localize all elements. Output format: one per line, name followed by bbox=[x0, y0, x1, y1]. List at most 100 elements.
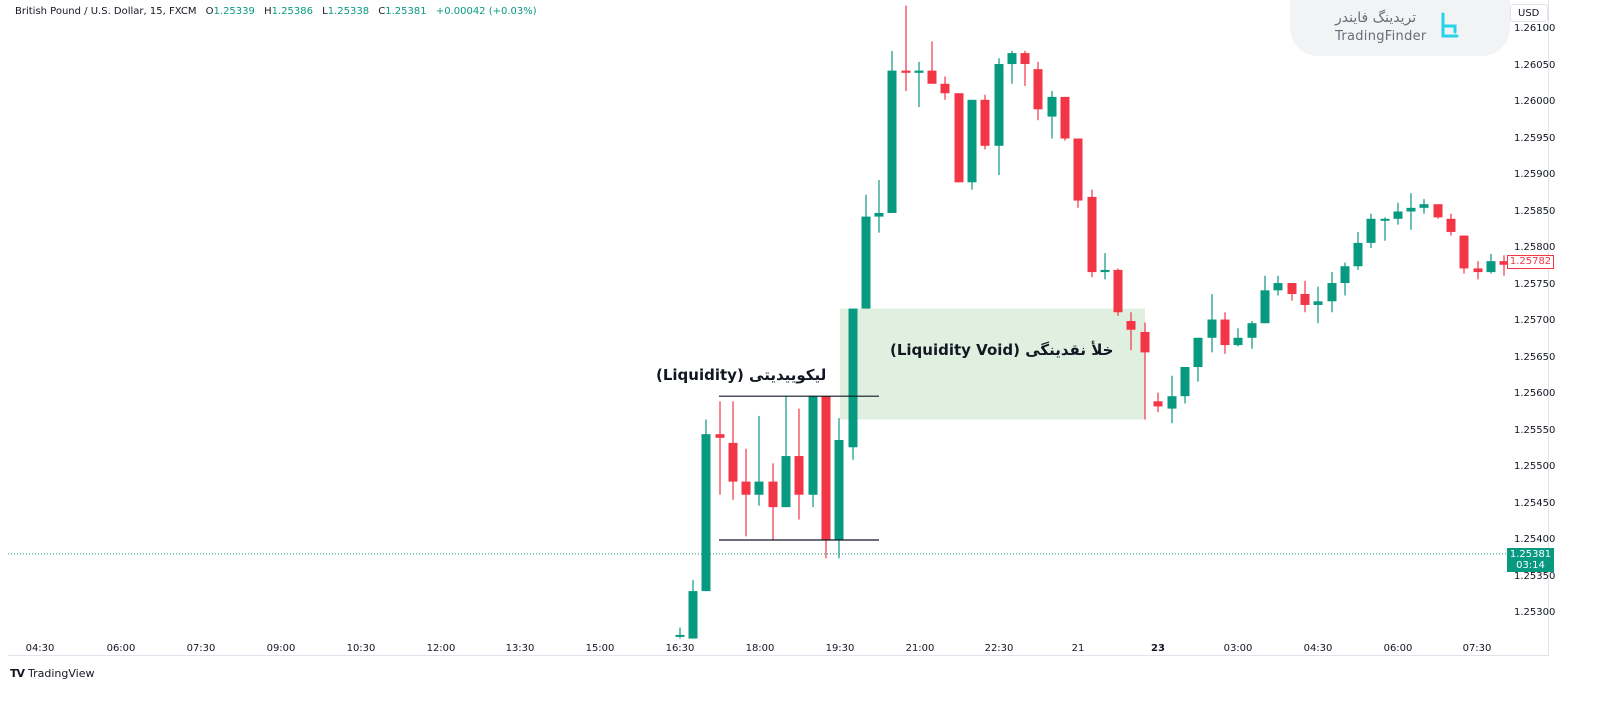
bullish-candle bbox=[1233, 328, 1243, 347]
bearish-candle bbox=[927, 41, 937, 84]
bullish-candle bbox=[1327, 272, 1337, 313]
bullish-candle bbox=[914, 61, 924, 108]
symbol-legend: British Pound / U.S. Dollar, 15, FXCM O1… bbox=[15, 6, 537, 17]
time-tick: 13:30 bbox=[505, 643, 535, 654]
time-tick: 10:30 bbox=[346, 643, 376, 654]
time-tick: 07:30 bbox=[1462, 643, 1492, 654]
bullish-candle bbox=[834, 418, 844, 559]
bearish-candle bbox=[1300, 280, 1310, 313]
bearish-candle bbox=[1140, 322, 1150, 420]
bullish-candle bbox=[808, 396, 818, 508]
bearish-candle bbox=[1020, 50, 1030, 86]
price-tick: 1.25600 bbox=[1514, 388, 1556, 399]
bullish-candle bbox=[1406, 193, 1416, 230]
bearish-candle bbox=[768, 463, 778, 540]
bullish-candle bbox=[1047, 91, 1057, 139]
price-tick: 1.25800 bbox=[1514, 242, 1556, 253]
currency-button[interactable]: USD bbox=[1510, 4, 1548, 22]
close-value: 1.25381 bbox=[385, 6, 427, 17]
bearish-candle bbox=[1473, 261, 1483, 280]
bearish-candle bbox=[1459, 235, 1469, 274]
tradingview-label: TradingView bbox=[28, 667, 95, 680]
bearish-candle bbox=[1153, 392, 1163, 413]
bullish-candle bbox=[1419, 199, 1429, 214]
bearish-candle bbox=[728, 401, 738, 500]
bullish-candle bbox=[1380, 217, 1390, 241]
price-tick: 1.25850 bbox=[1514, 205, 1556, 217]
time-tick: 07:30 bbox=[186, 643, 216, 654]
bullish-candle bbox=[1340, 262, 1350, 296]
bearish-candle bbox=[980, 94, 990, 150]
bullish-candle bbox=[675, 627, 685, 639]
time-tick: 21 bbox=[1071, 643, 1085, 654]
price-tick: 1.25300 bbox=[1514, 607, 1556, 618]
high-value: 1.25386 bbox=[271, 6, 313, 17]
price-tick: 1.26100 bbox=[1514, 23, 1556, 34]
price-tick: 1.26000 bbox=[1514, 96, 1556, 107]
time-tick: 21:00 bbox=[905, 643, 935, 654]
watermark-fa: تریدینگ فایندر bbox=[1335, 10, 1417, 26]
bullish-candle bbox=[1260, 275, 1270, 324]
tradingview-branding[interactable]: TV TradingView bbox=[10, 667, 95, 680]
bullish-candle bbox=[874, 180, 884, 233]
bearish-candle bbox=[1126, 312, 1136, 351]
bearish-candle bbox=[1499, 255, 1509, 276]
bullish-candle bbox=[967, 99, 977, 190]
time-tick: 15:00 bbox=[585, 643, 615, 654]
bearish-candle bbox=[794, 408, 804, 520]
bullish-candle bbox=[1313, 286, 1323, 324]
bearish-candle bbox=[901, 5, 911, 92]
bullish-candle bbox=[1366, 213, 1376, 248]
price-tick: 1.25550 bbox=[1514, 424, 1556, 436]
bullish-candle bbox=[1247, 321, 1257, 349]
bullish-candle bbox=[1393, 202, 1403, 225]
price-tick: 1.25450 bbox=[1514, 497, 1556, 509]
time-tick: 03:00 bbox=[1223, 643, 1253, 654]
bearish-candle bbox=[1446, 213, 1456, 236]
bullish-candle bbox=[688, 580, 698, 639]
price-tick: 1.25700 bbox=[1514, 315, 1556, 326]
bullish-candle bbox=[1273, 275, 1283, 296]
time-tick: 12:00 bbox=[426, 643, 456, 654]
bearish-candle bbox=[715, 401, 725, 495]
time-tick: 09:00 bbox=[266, 643, 296, 654]
time-tick: 06:00 bbox=[1383, 643, 1413, 654]
bearish-candle bbox=[821, 396, 831, 559]
time-tick: 19:30 bbox=[825, 643, 855, 654]
bullish-candle bbox=[1486, 253, 1496, 274]
tradingview-logo-icon: TV bbox=[10, 667, 25, 680]
bearish-candle bbox=[1060, 96, 1070, 141]
bullish-candle bbox=[848, 308, 858, 460]
time-tick: 06:00 bbox=[106, 643, 136, 654]
open-value: 1.25339 bbox=[213, 6, 255, 17]
bullish-candle bbox=[781, 396, 791, 508]
bullish-candle bbox=[1007, 50, 1017, 84]
bearish-candle bbox=[1073, 138, 1083, 208]
time-tick: 04:30 bbox=[1303, 643, 1333, 654]
liquidity-void-label: خلأ نقدینگی (Liquidity Void) bbox=[890, 341, 1114, 359]
liquidity-void-zone bbox=[840, 308, 1145, 420]
price-tick: 1.25400 bbox=[1514, 534, 1556, 545]
watermark-panel bbox=[1290, 0, 1510, 56]
change-value: +0.00042 (+0.03%) bbox=[435, 6, 537, 17]
bullish-candle bbox=[1100, 253, 1110, 280]
price-tick: 1.25500 bbox=[1514, 461, 1556, 472]
price-tick: 1.25900 bbox=[1514, 169, 1556, 180]
price-tick: 1.25650 bbox=[1514, 351, 1556, 363]
time-tick: 23 bbox=[1151, 643, 1165, 654]
chart-frame bbox=[8, 0, 1549, 656]
bullish-candle bbox=[754, 415, 764, 506]
price-tick: 1.25750 bbox=[1514, 278, 1556, 290]
time-tick: 04:30 bbox=[25, 643, 55, 654]
bearish-candle bbox=[1433, 204, 1443, 219]
bullish-candle bbox=[701, 419, 711, 592]
symbol-title: British Pound / U.S. Dollar, 15, FXCM bbox=[15, 6, 197, 17]
last-price-badge: 1.25782 bbox=[1507, 255, 1554, 269]
bullish-candle bbox=[1180, 366, 1190, 404]
time-tick: 22:30 bbox=[984, 643, 1014, 654]
bullish-candle bbox=[1193, 337, 1203, 382]
bearish-candle bbox=[954, 93, 964, 183]
current-price-badge: 1.25381 03:14 bbox=[1507, 548, 1554, 572]
bullish-candle bbox=[1167, 375, 1177, 424]
